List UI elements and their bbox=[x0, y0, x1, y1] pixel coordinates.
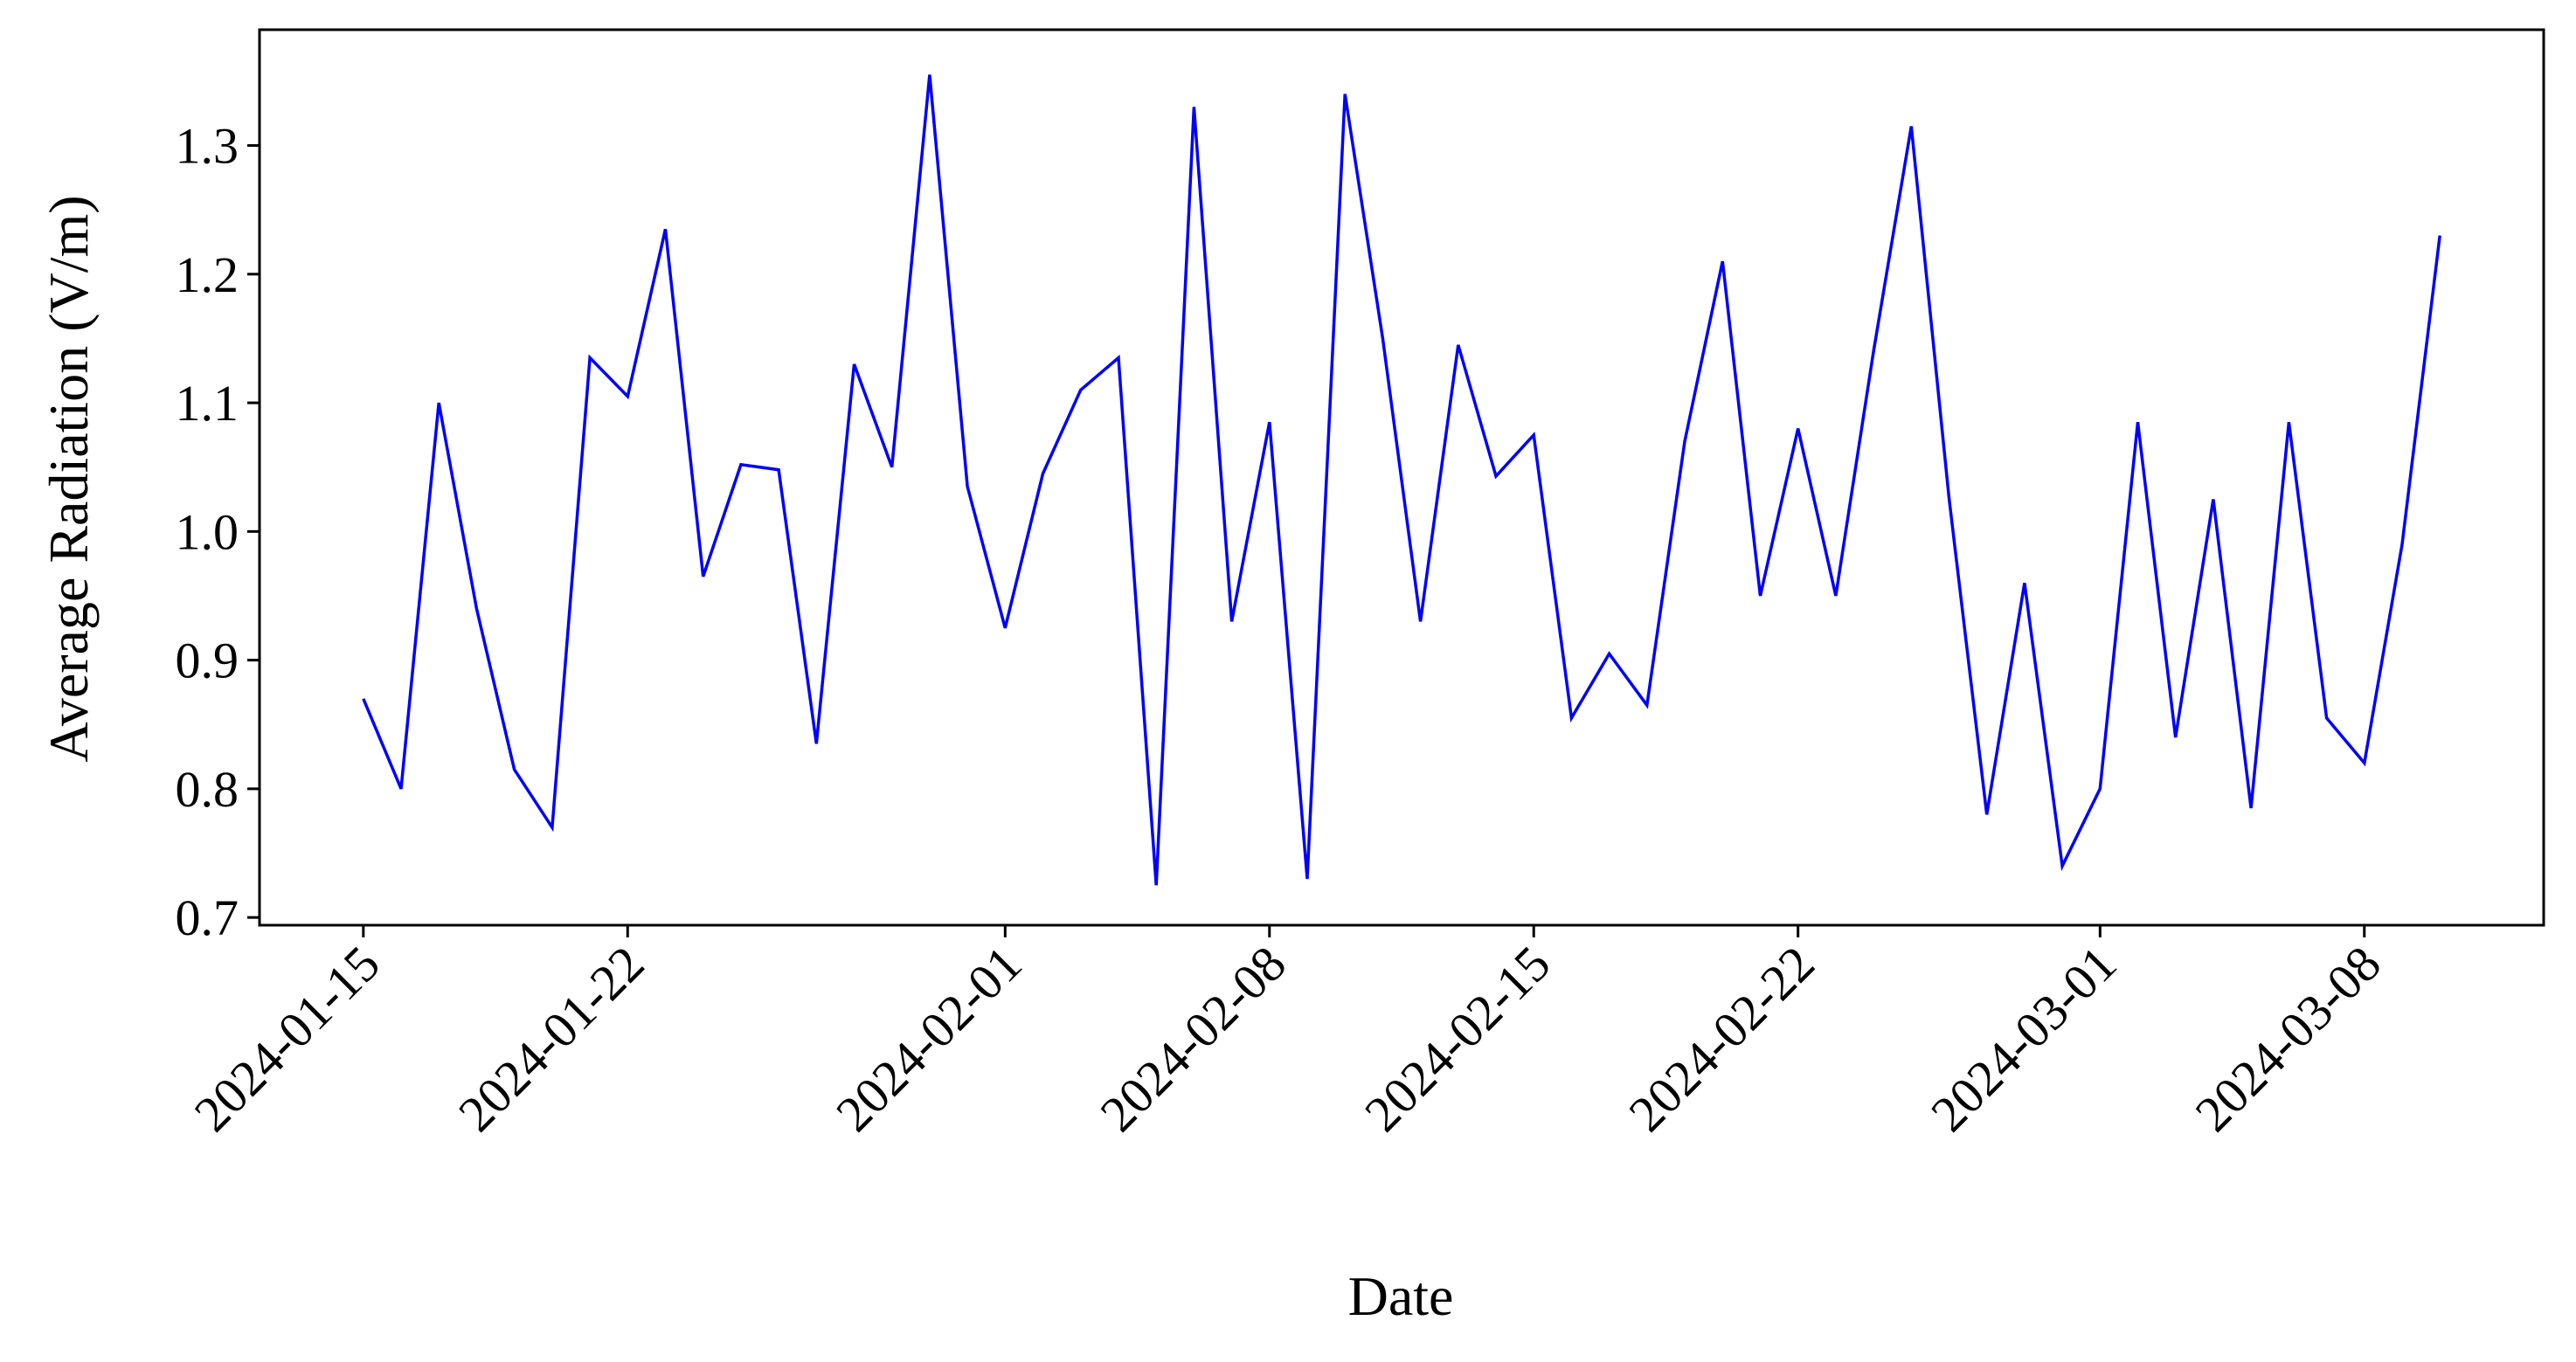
y-tick-label: 0.8 bbox=[176, 761, 239, 818]
x-axis: 2024-01-15 2024-01-22 2024-02-01 2024-02-08… bbox=[184, 925, 2392, 1143]
x-tick-label: 2024-02-08 bbox=[1090, 935, 1297, 1142]
x-tick-label: 2024-01-15 bbox=[184, 935, 391, 1142]
x-tick-label: 2024-03-01 bbox=[1920, 935, 2127, 1142]
x-tick-label: 2024-01-22 bbox=[447, 935, 654, 1142]
x-tick-label: 2024-02-15 bbox=[1354, 935, 1561, 1142]
y-tick-label: 1.1 bbox=[176, 375, 239, 432]
y-tick-label: 0.9 bbox=[176, 633, 239, 689]
x-axis-label: Date bbox=[1348, 1265, 1454, 1327]
x-tick-label: 2024-02-22 bbox=[1618, 935, 1825, 1142]
x-tick-label: 2024-03-08 bbox=[2185, 935, 2392, 1142]
y-tick-label: 1.2 bbox=[176, 246, 239, 303]
y-axis: 0.7 0.8 0.9 1.0 1.1 1.2 1.3 bbox=[176, 118, 260, 946]
y-tick-label: 1.0 bbox=[176, 503, 239, 560]
y-tick-label: 0.7 bbox=[176, 889, 239, 946]
plot-frame bbox=[258, 28, 2545, 927]
x-tick-label: 2024-02-01 bbox=[825, 935, 1032, 1142]
y-tick-label: 1.3 bbox=[176, 118, 239, 175]
y-axis-label: Average Radiation (V/m) bbox=[38, 195, 100, 762]
series-line bbox=[362, 74, 2441, 886]
